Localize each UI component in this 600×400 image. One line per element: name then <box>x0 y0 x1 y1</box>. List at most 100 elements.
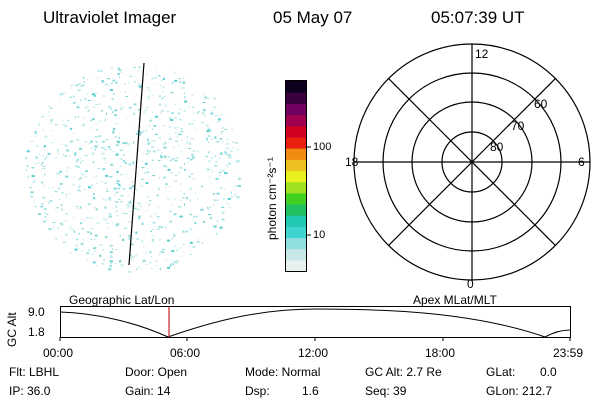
image-pixel <box>108 197 111 200</box>
image-pixel <box>213 199 217 201</box>
image-pixel <box>108 198 112 201</box>
image-pixel <box>146 209 148 211</box>
image-pixel <box>59 170 62 173</box>
image-pixel <box>105 222 109 224</box>
image-pixel <box>126 204 130 206</box>
door-info: Door: Open <box>125 365 188 379</box>
image-pixel <box>57 227 60 229</box>
image-pixel <box>116 140 120 143</box>
image-pixel <box>86 252 90 254</box>
image-pixel <box>137 118 139 120</box>
image-pixel <box>234 185 238 188</box>
image-pixel <box>76 139 79 141</box>
image-pixel <box>222 211 224 214</box>
image-pixel <box>148 204 151 206</box>
image-pixel <box>128 143 130 146</box>
image-pixel <box>163 86 165 89</box>
image-pixel <box>31 167 35 169</box>
image-pixel <box>195 215 199 218</box>
image-pixel <box>189 187 193 190</box>
image-pixel <box>130 203 133 205</box>
image-pixel <box>178 112 181 115</box>
image-pixel <box>84 155 88 157</box>
image-pixel <box>184 92 185 94</box>
image-pixel <box>115 123 117 125</box>
image-pixel <box>219 186 223 189</box>
image-pixel <box>171 204 173 206</box>
image-pixel <box>165 176 167 179</box>
colorbar-band <box>286 259 306 272</box>
image-pixel <box>55 237 57 240</box>
image-pixel <box>137 109 141 111</box>
image-pixel <box>181 255 183 258</box>
image-pixel <box>128 163 131 165</box>
image-pixel <box>168 186 171 188</box>
image-pixel <box>174 261 178 264</box>
image-pixel <box>192 105 194 107</box>
image-pixel <box>65 175 69 178</box>
image-pixel <box>152 93 154 96</box>
image-pixel <box>200 186 203 188</box>
image-pixel <box>42 197 46 199</box>
image-pixel <box>122 188 125 190</box>
image-pixel <box>91 147 93 149</box>
image-pixel <box>157 75 161 78</box>
image-pixel <box>167 168 171 171</box>
image-pixel <box>38 153 40 155</box>
image-pixel <box>237 149 239 152</box>
image-pixel <box>160 158 162 160</box>
image-pixel <box>26 165 29 168</box>
image-pixel <box>78 248 80 251</box>
image-pixel <box>143 172 147 174</box>
image-pixel <box>182 244 185 246</box>
image-pixel <box>202 93 206 95</box>
image-pixel <box>82 76 85 79</box>
image-pixel <box>211 110 214 112</box>
image-pixel <box>168 125 172 128</box>
image-pixel <box>205 138 208 140</box>
image-pixel <box>224 194 226 196</box>
image-pixel <box>115 191 118 193</box>
image-pixel <box>101 80 104 82</box>
image-pixel <box>109 251 113 254</box>
image-pixel <box>80 242 84 245</box>
image-pixel <box>66 166 70 169</box>
image-pixel <box>155 146 157 148</box>
image-pixel <box>42 154 44 157</box>
image-pixel <box>74 116 76 119</box>
image-pixel <box>218 158 221 160</box>
image-pixel <box>186 141 188 144</box>
image-pixel <box>228 162 231 165</box>
image-pixel <box>120 174 123 176</box>
image-pixel <box>127 220 131 223</box>
image-pixel <box>161 180 164 182</box>
image-pixel <box>80 85 83 87</box>
image-pixel <box>92 152 95 155</box>
image-pixel <box>152 150 156 153</box>
image-pixel <box>203 109 206 112</box>
image-pixel <box>102 167 106 170</box>
image-pixel <box>174 175 178 176</box>
image-pixel <box>110 82 113 84</box>
image-pixel <box>165 189 167 191</box>
image-pixel <box>159 103 161 106</box>
image-pixel <box>218 175 222 177</box>
image-pixel <box>114 109 118 112</box>
image-pixel <box>148 125 150 127</box>
image-pixel <box>129 76 133 77</box>
image-pixel <box>118 158 121 160</box>
image-pixel <box>64 125 67 127</box>
image-pixel <box>80 185 83 187</box>
image-pixel <box>194 231 196 233</box>
image-pixel <box>105 83 108 85</box>
image-pixel <box>61 143 63 146</box>
image-pixel <box>77 189 81 192</box>
image-pixel <box>80 206 82 209</box>
image-pixel <box>158 137 161 139</box>
lat-label-70: 70 <box>511 119 525 133</box>
image-pixel <box>125 91 127 93</box>
image-pixel <box>77 116 79 119</box>
image-pixel <box>135 254 137 256</box>
image-pixel <box>149 119 153 122</box>
